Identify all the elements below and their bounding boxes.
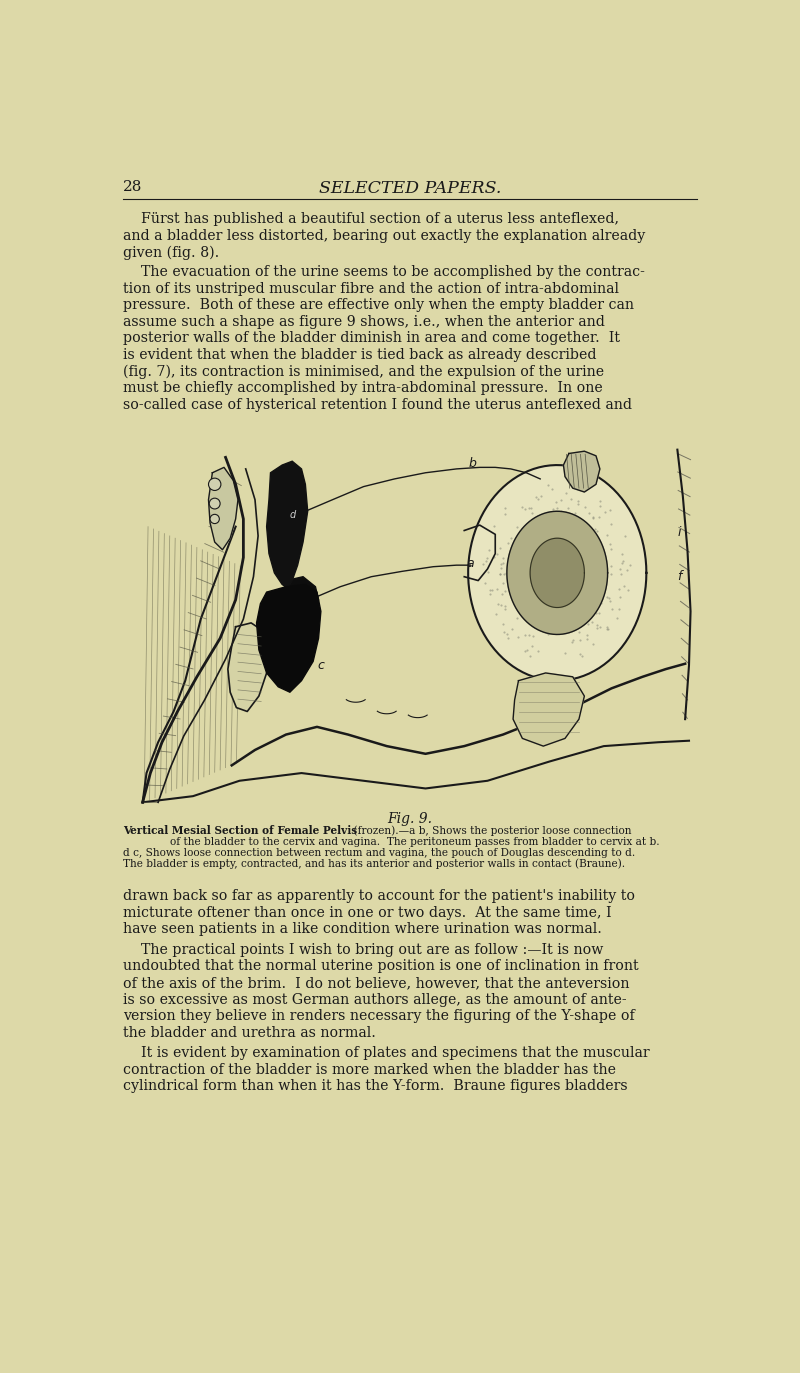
Polygon shape: [277, 577, 318, 680]
Text: so-called case of hysterical retention I found the uterus anteflexed and: so-called case of hysterical retention I…: [123, 398, 632, 412]
Text: Vertical Mesial Section of Female Pelvis: Vertical Mesial Section of Female Pelvis: [123, 825, 358, 836]
Text: d c, Shows loose connection between rectum and vagina, the pouch of Douglas desc: d c, Shows loose connection between rect…: [123, 847, 635, 858]
Text: given (fig. 8).: given (fig. 8).: [123, 246, 219, 259]
Polygon shape: [257, 585, 321, 692]
Polygon shape: [513, 673, 584, 746]
Text: have seen patients in a like condition where urination was normal.: have seen patients in a like condition w…: [123, 923, 602, 936]
Bar: [142, 450, 689, 802]
Text: f: f: [678, 570, 682, 584]
Text: drawn back so far as apparently to account for the patient's inability to: drawn back so far as apparently to accou…: [123, 890, 635, 903]
Text: The practical points I wish to bring out are as follow :—It is now: The practical points I wish to bring out…: [123, 943, 604, 957]
Text: of the axis of the brim.  I do not believe, however, that the anteversion: of the axis of the brim. I do not believ…: [123, 976, 630, 990]
Text: micturate oftener than once in one or two days.  At the same time, I: micturate oftener than once in one or tw…: [123, 906, 612, 920]
Text: Fürst has published a beautiful section of a uterus less anteflexed,: Fürst has published a beautiful section …: [123, 213, 619, 227]
Polygon shape: [468, 465, 646, 681]
Circle shape: [210, 515, 219, 523]
Text: (frozen).—a b, Shows the posterior loose connection: (frozen).—a b, Shows the posterior loose…: [350, 825, 631, 836]
Text: is evident that when the bladder is tied back as already described: is evident that when the bladder is tied…: [123, 347, 597, 362]
Polygon shape: [209, 467, 238, 549]
Polygon shape: [530, 538, 584, 607]
Text: contraction of the bladder is more marked when the bladder has the: contraction of the bladder is more marke…: [123, 1063, 616, 1076]
Text: c: c: [318, 659, 324, 671]
Text: cylindrical form than when it has the Y-form.  Braune figures bladders: cylindrical form than when it has the Y-…: [123, 1079, 628, 1093]
Text: d: d: [289, 511, 295, 520]
Text: is so excessive as most German authors allege, as the amount of ante-: is so excessive as most German authors a…: [123, 993, 627, 1006]
Text: Fig. 9.: Fig. 9.: [387, 811, 433, 825]
Text: undoubted that the normal uterine position is one of inclination in front: undoubted that the normal uterine positi…: [123, 960, 639, 973]
Circle shape: [210, 498, 220, 509]
Text: of the bladder to the cervix and vagina.  The peritoneum passes from bladder to : of the bladder to the cervix and vagina.…: [170, 836, 659, 847]
Text: (fig. 7), its contraction is minimised, and the expulsion of the urine: (fig. 7), its contraction is minimised, …: [123, 365, 604, 379]
Text: b: b: [468, 457, 476, 470]
Text: i: i: [678, 526, 682, 540]
Text: the bladder and urethra as normal.: the bladder and urethra as normal.: [123, 1026, 376, 1039]
Polygon shape: [266, 461, 308, 588]
Text: 28: 28: [123, 180, 142, 194]
Polygon shape: [507, 511, 608, 634]
Polygon shape: [228, 623, 269, 711]
Text: It is evident by examination of plates and specimens that the muscular: It is evident by examination of plates a…: [123, 1046, 650, 1060]
Text: pressure.  Both of these are effective only when the empty bladder can: pressure. Both of these are effective on…: [123, 298, 634, 312]
Text: assume such a shape as figure 9 shows, i.e., when the anterior and: assume such a shape as figure 9 shows, i…: [123, 314, 605, 330]
Text: The bladder is empty, contracted, and has its anterior and posterior walls in co: The bladder is empty, contracted, and ha…: [123, 859, 626, 869]
Text: and a bladder less distorted, bearing out exactly the explanation already: and a bladder less distorted, bearing ou…: [123, 229, 646, 243]
Text: posterior walls of the bladder diminish in area and come together.  It: posterior walls of the bladder diminish …: [123, 331, 620, 346]
Text: a: a: [466, 557, 474, 570]
Text: SELECTED PAPERS.: SELECTED PAPERS.: [319, 180, 501, 198]
Text: tion of its unstriped muscular fibre and the action of intra-abdominal: tion of its unstriped muscular fibre and…: [123, 281, 619, 295]
Circle shape: [209, 478, 221, 490]
Text: The evacuation of the urine seems to be accomplished by the contrac-: The evacuation of the urine seems to be …: [123, 265, 645, 279]
Text: version they believe in renders necessary the figuring of the Y-shape of: version they believe in renders necessar…: [123, 1009, 635, 1023]
Polygon shape: [563, 452, 600, 492]
Text: must be chiefly accomplished by intra-abdominal pressure.  In one: must be chiefly accomplished by intra-ab…: [123, 382, 603, 395]
